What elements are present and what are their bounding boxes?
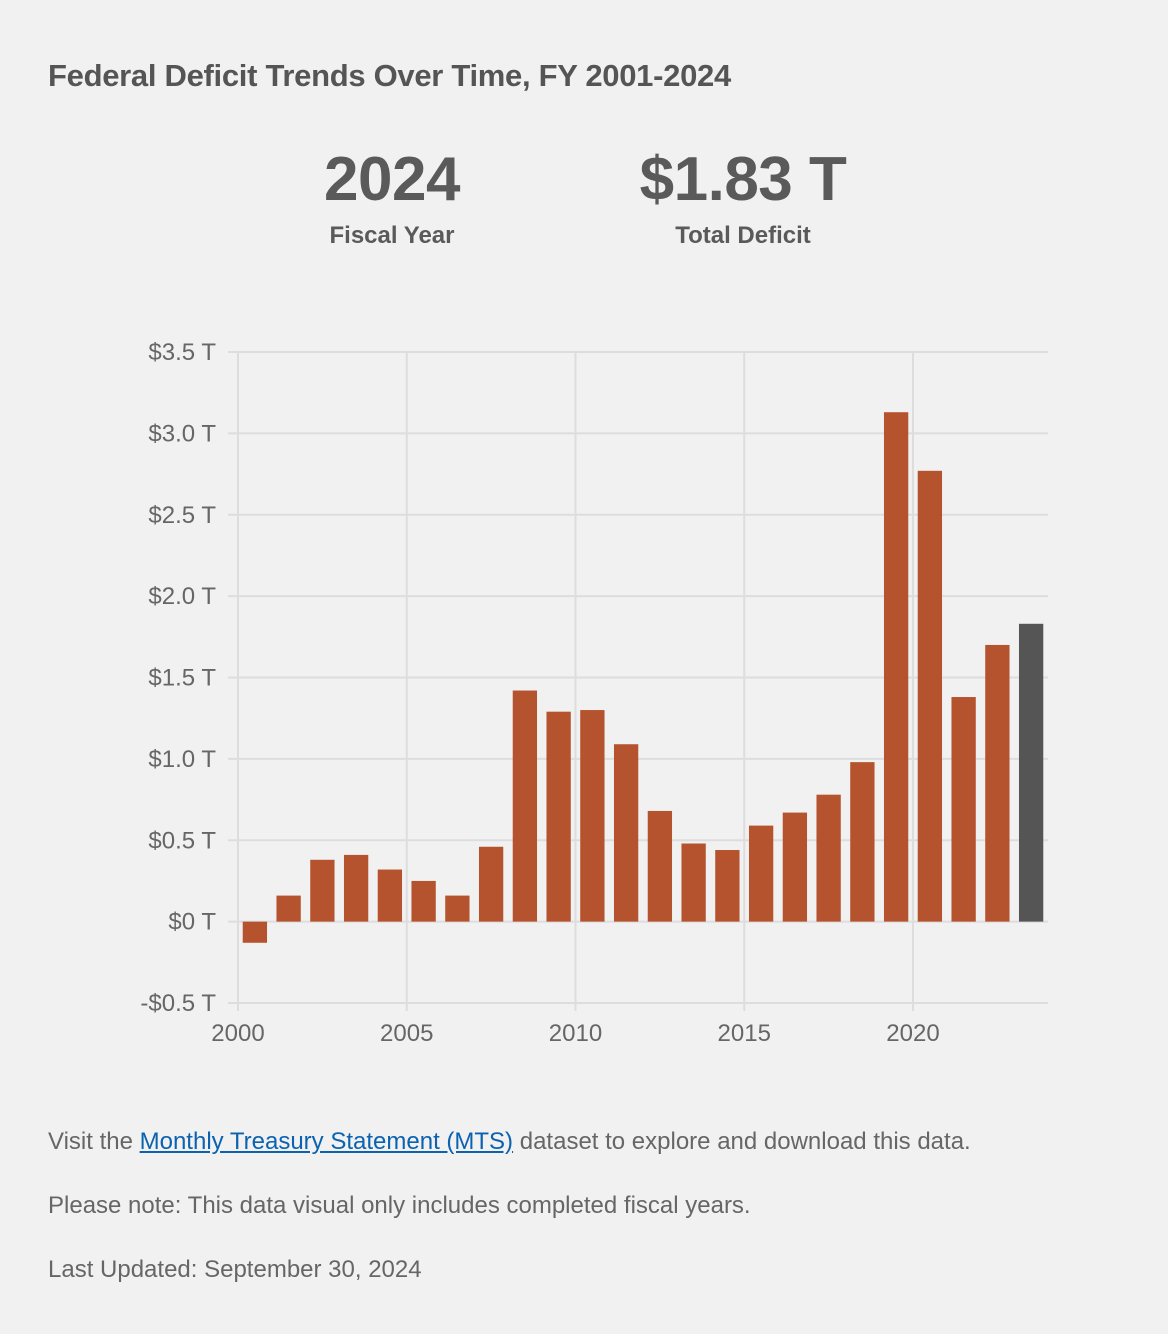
y-tick-label: $0.5 T bbox=[148, 827, 216, 854]
deficit-bar-2017[interactable] bbox=[782, 812, 808, 922]
page-title: Federal Deficit Trends Over Time, FY 200… bbox=[48, 58, 731, 93]
deficit-bar-2018[interactable] bbox=[816, 794, 841, 922]
deficit-bar-2016[interactable] bbox=[748, 825, 774, 922]
y-tick-label: $0 T bbox=[168, 909, 216, 936]
deficit-bar-2007[interactable] bbox=[445, 895, 470, 922]
x-tick-label: 2015 bbox=[718, 1020, 771, 1047]
x-tick-label: 2010 bbox=[549, 1020, 602, 1047]
deficit-bar-2012[interactable] bbox=[613, 744, 639, 922]
deficit-bar-2009[interactable] bbox=[512, 690, 538, 922]
total-deficit-label: Total Deficit bbox=[675, 222, 811, 249]
mts-dataset-link[interactable]: Monthly Treasury Statement (MTS) bbox=[139, 1128, 514, 1155]
last-updated: Last Updated: September 30, 2024 bbox=[48, 1256, 422, 1283]
total-deficit-summary: $1.83 T Total Deficit bbox=[600, 142, 886, 250]
deficit-bar-2006[interactable] bbox=[411, 880, 436, 922]
deficit-bar-chart: -$0.5 T $0 T $0.5 T $1.0 T $1.5 T $2.0 T $2.5 … bbox=[140, 339, 1048, 1047]
y-tick-label: $3.0 T bbox=[148, 420, 216, 447]
y-tick-label: $1.5 T bbox=[148, 665, 216, 692]
total-deficit-value: $1.83 T bbox=[639, 145, 847, 214]
deficit-bar-2010[interactable] bbox=[546, 711, 571, 922]
y-tick-label: $1.0 T bbox=[148, 746, 216, 773]
y-tick-label: $2.5 T bbox=[148, 502, 216, 529]
x-axis-ticks: 2000 2005 2010 2015 2020 bbox=[211, 1020, 939, 1047]
deficit-bar-2008[interactable] bbox=[478, 846, 504, 922]
deficit-bar-2004[interactable] bbox=[343, 854, 369, 922]
mts-source-note: Visit the Monthly Treasury Statement (MT… bbox=[48, 1128, 971, 1156]
deficit-bar-2002[interactable] bbox=[276, 895, 301, 922]
chart-bars bbox=[242, 412, 1044, 943]
fiscal-year-value: 2024 bbox=[324, 145, 460, 214]
y-tick-label: $2.0 T bbox=[148, 583, 216, 610]
x-tick-label: 2005 bbox=[380, 1020, 433, 1047]
deficit-bar-2023[interactable] bbox=[985, 644, 1010, 922]
y-tick-label: $3.5 T bbox=[148, 339, 216, 366]
deficit-bar-2001[interactable] bbox=[242, 921, 268, 943]
deficit-bar-2015[interactable] bbox=[715, 850, 740, 922]
deficit-bar-2021[interactable] bbox=[917, 470, 943, 922]
y-tick-label: -$0.5 T bbox=[140, 990, 216, 1017]
fiscal-year-label: Fiscal Year bbox=[329, 222, 455, 249]
x-tick-label: 2000 bbox=[211, 1020, 264, 1047]
deficit-bar-2024[interactable] bbox=[1018, 623, 1044, 922]
x-tick-label: 2020 bbox=[886, 1020, 939, 1047]
y-axis-ticks: -$0.5 T $0 T $0.5 T $1.0 T $1.5 T $2.0 T $2.5 … bbox=[140, 339, 216, 1017]
deficit-bar-2014[interactable] bbox=[681, 843, 706, 922]
deficit-bar-2019[interactable] bbox=[850, 762, 875, 922]
visit-prefix: Visit the bbox=[48, 1128, 140, 1155]
deficit-bar-2013[interactable] bbox=[647, 810, 673, 922]
deficit-bar-2003[interactable] bbox=[310, 859, 335, 922]
fiscal-year-summary: 2024 Fiscal Year bbox=[290, 142, 494, 250]
visit-suffix: dataset to explore and download this dat… bbox=[513, 1128, 971, 1155]
deficit-bar-2005[interactable] bbox=[377, 869, 403, 922]
deficit-bar-2020[interactable] bbox=[883, 412, 909, 922]
chart-grid bbox=[228, 351, 1048, 1011]
deficit-bar-2011[interactable] bbox=[580, 710, 605, 922]
deficit-bar-2022[interactable] bbox=[951, 697, 976, 922]
completed-years-note: Please note: This data visual only inclu… bbox=[48, 1192, 751, 1219]
